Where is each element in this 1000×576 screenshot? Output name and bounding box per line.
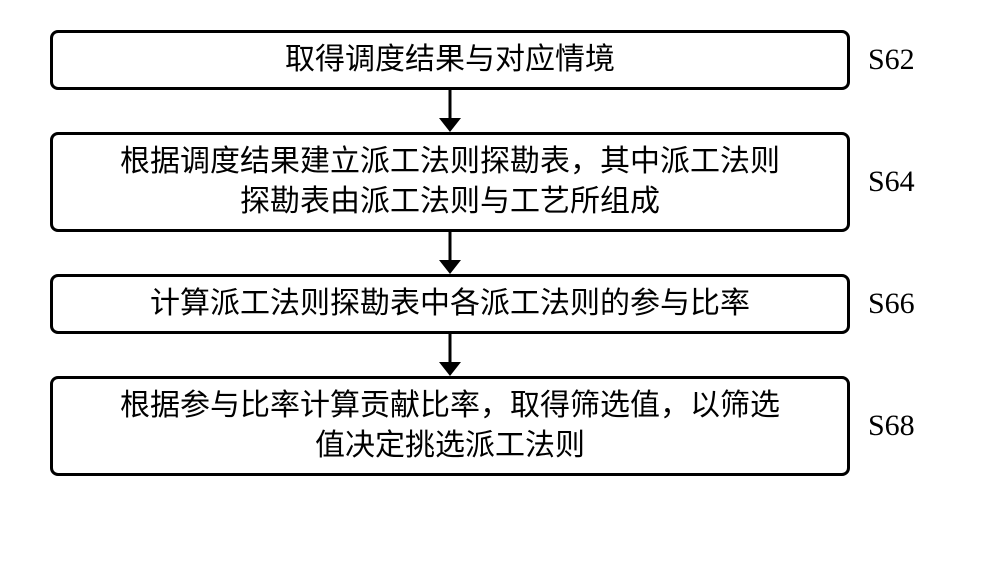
flow-arrow <box>50 90 850 132</box>
flow-box-text: 根据调度结果建立派工法则探勘表，其中派工法则 <box>120 142 780 183</box>
flow-box-s64: 根据调度结果建立派工法则探勘表，其中派工法则 探勘表由派工法则与工艺所组成 <box>50 132 850 232</box>
flow-box-s68: 根据参与比率计算贡献比率，取得筛选值，以筛选 值决定挑选派工法则 <box>50 376 850 476</box>
flow-row: 根据调度结果建立派工法则探勘表，其中派工法则 探勘表由派工法则与工艺所组成 S6… <box>50 132 950 232</box>
flow-box-text: 根据参与比率计算贡献比率，取得筛选值，以筛选 <box>120 386 780 427</box>
flow-row: 计算派工法则探勘表中各派工法则的参与比率 S66 <box>50 274 950 334</box>
flow-arrow <box>50 232 850 274</box>
flow-label-s68: S68 <box>868 409 915 443</box>
flow-box-text: 探勘表由派工法则与工艺所组成 <box>240 182 660 223</box>
flow-row: 根据参与比率计算贡献比率，取得筛选值，以筛选 值决定挑选派工法则 S68 <box>50 376 950 476</box>
flow-label-s62: S62 <box>868 43 915 77</box>
flow-box-text: 计算派工法则探勘表中各派工法则的参与比率 <box>150 284 750 325</box>
flow-label-s64: S64 <box>868 165 915 199</box>
flowchart-container: 取得调度结果与对应情境 S62 根据调度结果建立派工法则探勘表，其中派工法则 探… <box>50 30 950 476</box>
flow-box-text: 取得调度结果与对应情境 <box>285 40 615 81</box>
flow-box-s66: 计算派工法则探勘表中各派工法则的参与比率 <box>50 274 850 334</box>
flow-box-s62: 取得调度结果与对应情境 <box>50 30 850 90</box>
flow-box-text: 值决定挑选派工法则 <box>315 426 585 467</box>
flow-label-s66: S66 <box>868 287 915 321</box>
flow-row: 取得调度结果与对应情境 S62 <box>50 30 950 90</box>
flow-arrow <box>50 334 850 376</box>
